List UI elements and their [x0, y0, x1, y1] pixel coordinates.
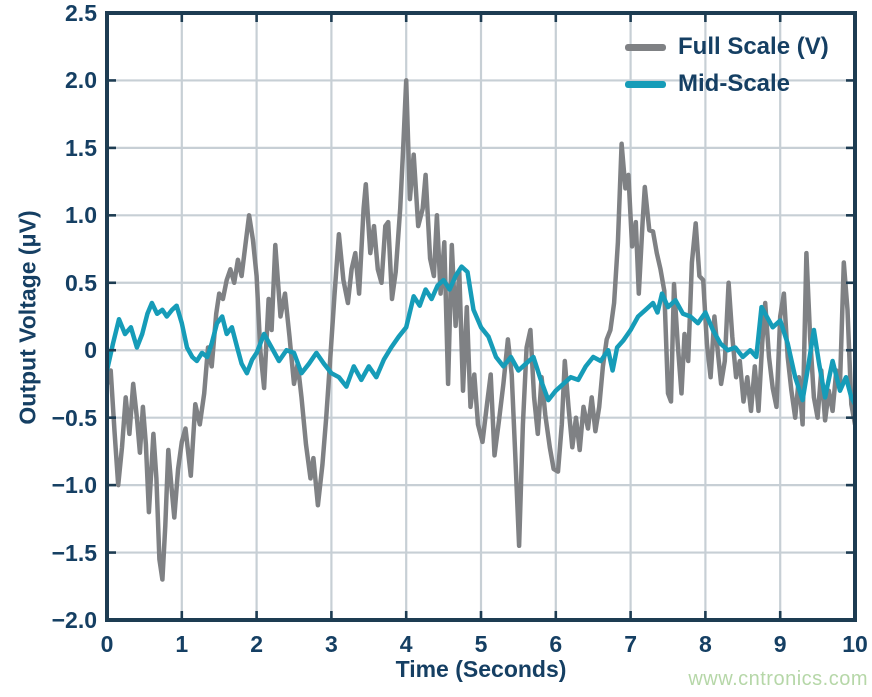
legend-row-full-scale: Full Scale (V): [625, 33, 829, 61]
y-tick-label: 1.5: [65, 134, 97, 161]
x-tick-label: 1: [175, 631, 189, 657]
y-tick-label: 2.0: [65, 67, 97, 94]
y-tick-label: −1.0: [51, 472, 97, 499]
mid-scale-line-swatch: [625, 80, 666, 88]
x-tick-label: 10: [842, 631, 868, 657]
series-lines: [107, 78, 855, 582]
x-tick-label: 6: [549, 631, 563, 657]
plot-frame: [105, 11, 857, 622]
legend-label-full-scale: Full Scale (V): [678, 33, 829, 60]
x-tick-label: 4: [399, 631, 413, 657]
x-tick-label: 5: [474, 631, 488, 657]
y-tick-label: 0.5: [65, 269, 97, 296]
x-tick-label: 0: [100, 631, 114, 657]
y-tick-label: −1.5: [51, 539, 97, 566]
y-tick-label: −2.0: [51, 607, 97, 633]
legend-label-mid-scale: Mid-Scale: [678, 70, 791, 97]
watermark-text: www.cntronics.com: [688, 668, 868, 690]
legend-row-mid-scale: Mid-Scale: [625, 70, 829, 98]
x-tick-label: 3: [324, 631, 338, 657]
full-scale-line-swatch: [625, 43, 666, 51]
x-tick-label: 2: [250, 631, 263, 657]
x-tick-label: 7: [624, 631, 637, 657]
y-tick-label: 2.5: [65, 0, 97, 26]
full-scale-line: [107, 78, 855, 582]
y-axis-title: Output Voltage (μV): [14, 210, 41, 425]
x-tick-label: 9: [773, 631, 787, 657]
x-axis-title: Time (Seconds): [395, 656, 567, 682]
gridlines: [107, 13, 855, 620]
x-tick-label: 8: [698, 631, 712, 657]
legend: Full Scale (V) Mid-Scale: [625, 33, 829, 98]
y-tick-label: 1.0: [65, 202, 97, 229]
y-tick-label: −0.5: [51, 404, 97, 431]
mid-scale-line: [107, 264, 855, 407]
y-tick-label: 0: [84, 337, 97, 364]
